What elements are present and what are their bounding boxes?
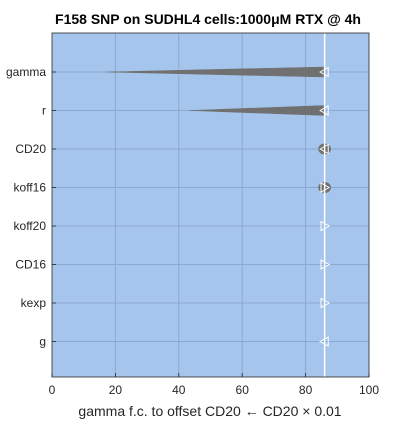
x-tick-labels: 0 20 40 60 80 100 <box>49 373 379 397</box>
marker-CD16 <box>320 259 331 270</box>
y-tick-label: CD16 <box>15 258 46 272</box>
y-tick-label: gamma <box>6 65 46 79</box>
x-axis-label: gamma f.c. to offset CD20 ← CD20 × 0.01 <box>78 403 341 419</box>
x-tick-label: 20 <box>109 383 123 397</box>
y-tick-labels: gamma r CD20 koff16 koff20 CD16 kexp g <box>6 65 56 349</box>
markers <box>319 66 331 347</box>
plot-border <box>51 32 370 378</box>
y-tick-label: kexp <box>21 296 47 310</box>
marker-r <box>319 105 329 116</box>
chart-title: F158 SNP on SUDHL4 cells:1000μM RTX @ 4h <box>55 11 361 27</box>
marker-kexp <box>320 297 331 309</box>
marker-koff16 <box>320 182 331 193</box>
x-tick-label: 100 <box>359 383 379 397</box>
y-tick-label: koff20 <box>14 219 47 233</box>
marker-gamma <box>319 66 329 78</box>
x-tick-label: 80 <box>299 383 313 397</box>
marker-CD20 <box>319 143 329 155</box>
marker-g <box>319 336 329 347</box>
x-tick-label: 60 <box>236 383 250 397</box>
y-tick-label: CD20 <box>15 142 46 156</box>
x-tick-label: 0 <box>49 383 56 397</box>
y-tick-label: koff16 <box>14 181 47 195</box>
x-tick-label: 40 <box>172 383 186 397</box>
y-tick-label: g <box>39 335 46 349</box>
y-tick-label: r <box>42 104 46 118</box>
plot-area <box>52 33 369 377</box>
marker-koff20 <box>320 220 331 232</box>
